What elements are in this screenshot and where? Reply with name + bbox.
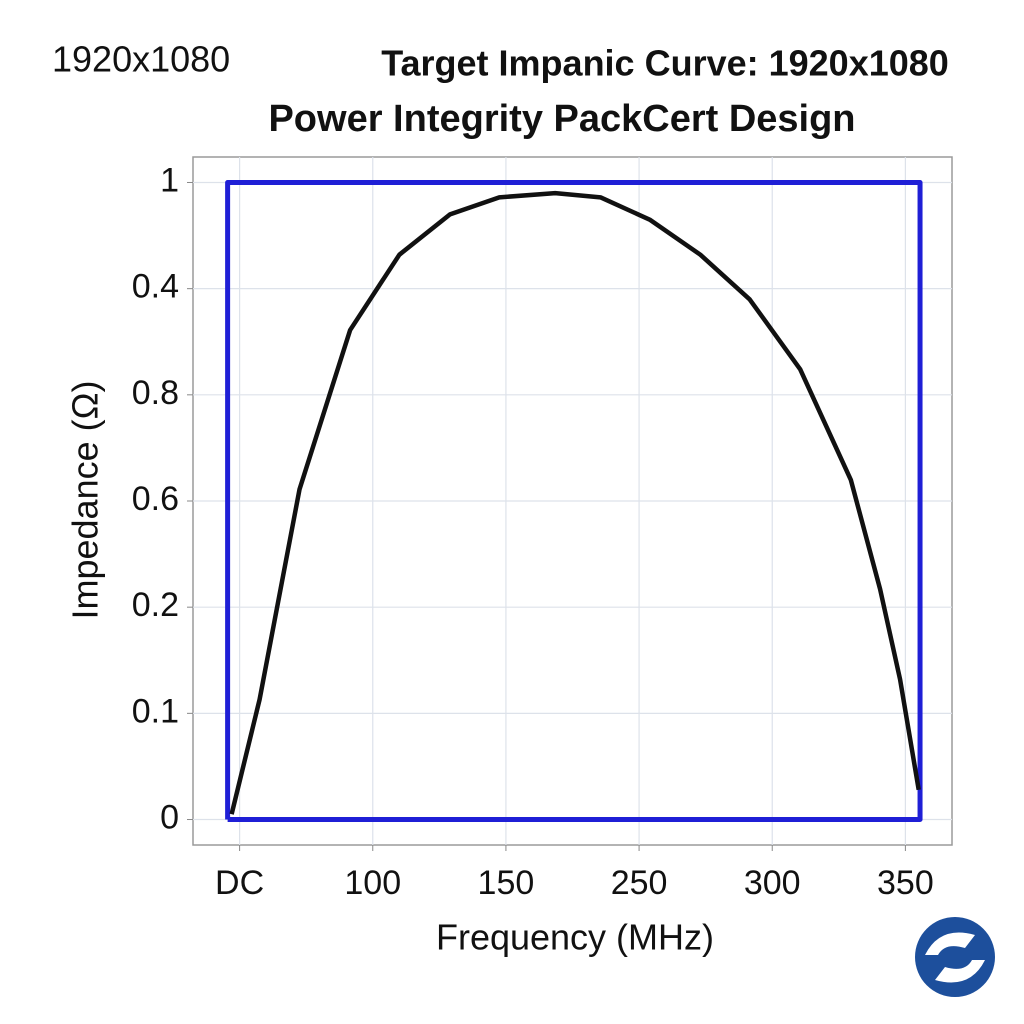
logo-mark [925, 932, 985, 983]
x-tick-label: 300 [744, 864, 801, 902]
x-tick-label: DC [215, 864, 264, 902]
logo-circle [915, 917, 995, 997]
x-tick-label: 150 [478, 864, 535, 902]
y-tick-label: 0.8 [132, 374, 179, 412]
y-tick-label: 0 [160, 799, 179, 837]
data-line [225, 179, 923, 823]
y-axis-label: Impedance (Ω) [65, 380, 106, 619]
y-tick-label: 1 [160, 161, 179, 199]
y-tick-label: 0.6 [132, 480, 179, 518]
x-tick-label: 350 [877, 864, 934, 902]
x-axis-label: Frequency (MHz) [436, 917, 714, 958]
chart-subtitle: Power Integrity PackCert Design [268, 98, 855, 140]
logo [915, 917, 995, 997]
corner-text: 1920x1080 [52, 39, 230, 80]
y-tick-label: 0.1 [132, 692, 179, 730]
x-tick-label: 100 [344, 864, 401, 902]
chart-title: Target Impanic Curve: 1920x1080 [381, 43, 949, 84]
x-tick-label: 250 [611, 864, 668, 902]
y-tick-label: 0.4 [132, 268, 179, 306]
data-line [229, 190, 921, 815]
y-tick-label: 0.2 [132, 586, 179, 624]
